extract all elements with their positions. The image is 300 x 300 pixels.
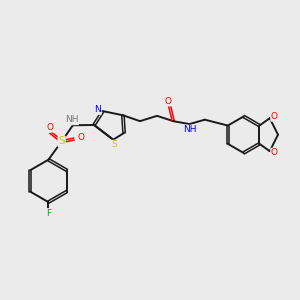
Text: O: O: [77, 134, 84, 142]
Text: NH: NH: [64, 116, 78, 124]
Text: S: S: [58, 136, 65, 146]
Text: O: O: [165, 97, 172, 106]
Text: F: F: [46, 209, 51, 218]
Text: O: O: [47, 123, 54, 132]
Text: S: S: [111, 140, 117, 149]
Text: N: N: [94, 105, 101, 114]
Text: O: O: [271, 112, 278, 121]
Text: O: O: [271, 148, 278, 158]
Text: NH: NH: [183, 125, 196, 134]
